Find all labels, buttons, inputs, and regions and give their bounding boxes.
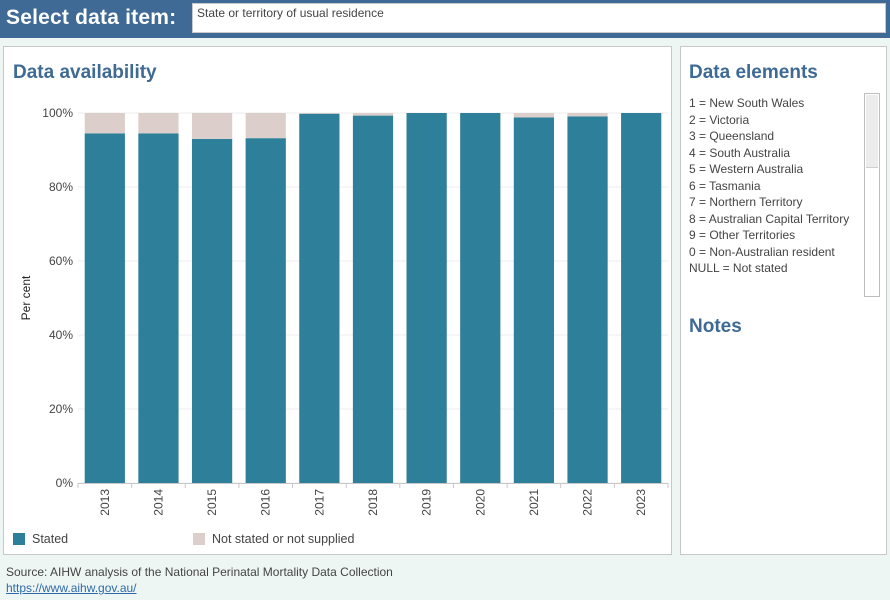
legend-not-stated-label: Not stated or not supplied [212,532,355,546]
bar-not-stated [191,113,233,139]
x-tick-label: 2018 [366,489,380,516]
data-availability-panel: Data availability 0% 20% 40% 60% 80% 100% Per … [3,46,672,555]
list-item: 1 = New South Wales [689,96,805,110]
bar-stated [513,117,555,483]
legend-stated-label: Stated [32,532,69,546]
x-tick-label: 2014 [151,489,165,516]
notes-title: Notes [689,316,742,337]
y-tick-label: 80% [49,180,73,194]
list-item: 3 = Queensland [689,129,775,143]
bar-stated [84,133,125,483]
list-item: NULL = Not stated [689,261,788,275]
header-bar: Select data item: State or territory of … [0,0,890,38]
scrollbar-thumb[interactable] [866,95,878,168]
list-item: 2 = Victoria [689,112,750,127]
list-item: 6 = Tasmania [689,178,761,193]
data-elements-scrollbar[interactable] [864,93,880,297]
list-item: 0 = Non-Australian resident [689,244,835,259]
bar-not-stated [299,113,340,114]
bar-not-stated [352,113,394,116]
data-elements-title: Data elements [689,62,818,83]
data-availability-chart: 0% 20% 40% 60% 80% 100% Per cent 2013 2014 2015 20… [19,106,669,516]
not-stated-swatch [193,533,205,545]
list-item: 9 = Other Territories [689,228,796,242]
list-item: 5 = Western Australia [689,162,804,176]
list-item: 4 = South Australia [689,145,791,160]
x-tick-label: 2022 [581,489,595,516]
data-elements-list: 1 = New South Wales 2 = Victoria 3 = Que… [689,95,859,277]
x-tick-label: 2023 [634,489,648,516]
stated-swatch [13,533,25,545]
bar-not-stated [567,113,608,117]
y-tick-label: 0% [56,476,74,490]
bar-stated [352,115,394,483]
x-tick-label: 2015 [205,489,219,516]
y-tick-label: 60% [49,254,73,268]
bar-stated [460,113,501,483]
select-data-item-label: Select data item: [6,6,177,29]
bar-not-stated [84,113,125,134]
bar-not-stated [245,113,286,139]
bar-stated [621,113,662,483]
y-tick-label: 40% [49,328,73,342]
x-tick-label: 2016 [259,489,273,516]
legend-not-stated[interactable]: Not stated or not supplied [193,532,354,546]
bar-stated [299,113,340,484]
source-text: Source: AIHW analysis of the National Pe… [6,565,393,579]
y-tick-label: 100% [42,106,73,120]
x-tick-label: 2017 [312,489,326,516]
x-tick-label: 2021 [527,489,541,516]
data-item-selector[interactable]: State or territory of usual residence [192,3,886,33]
bar-stated [406,113,447,483]
legend-stated[interactable]: Stated [13,532,68,546]
x-tick-label: 2013 [98,489,112,516]
list-item: 8 = Australian Capital Territory [689,211,850,226]
list-item: 7 = Northern Territory [689,195,803,209]
y-axis-label: Per cent [19,275,33,320]
y-tick-label: 20% [49,402,73,416]
x-tick-label: 2020 [473,489,487,516]
bar-stated [245,138,286,483]
bar-stated [191,138,233,483]
data-elements-panel: Data elements 1 = New South Wales 2 = Vi… [680,46,887,555]
bar-not-stated [513,113,555,118]
data-availability-title: Data availability [13,62,157,83]
x-tick-label: 2019 [420,489,434,516]
bar-stated [567,116,608,483]
aihw-link[interactable]: https://www.aihw.gov.au/ [6,581,137,595]
bar-stated [138,133,179,483]
bar-not-stated [138,113,179,134]
